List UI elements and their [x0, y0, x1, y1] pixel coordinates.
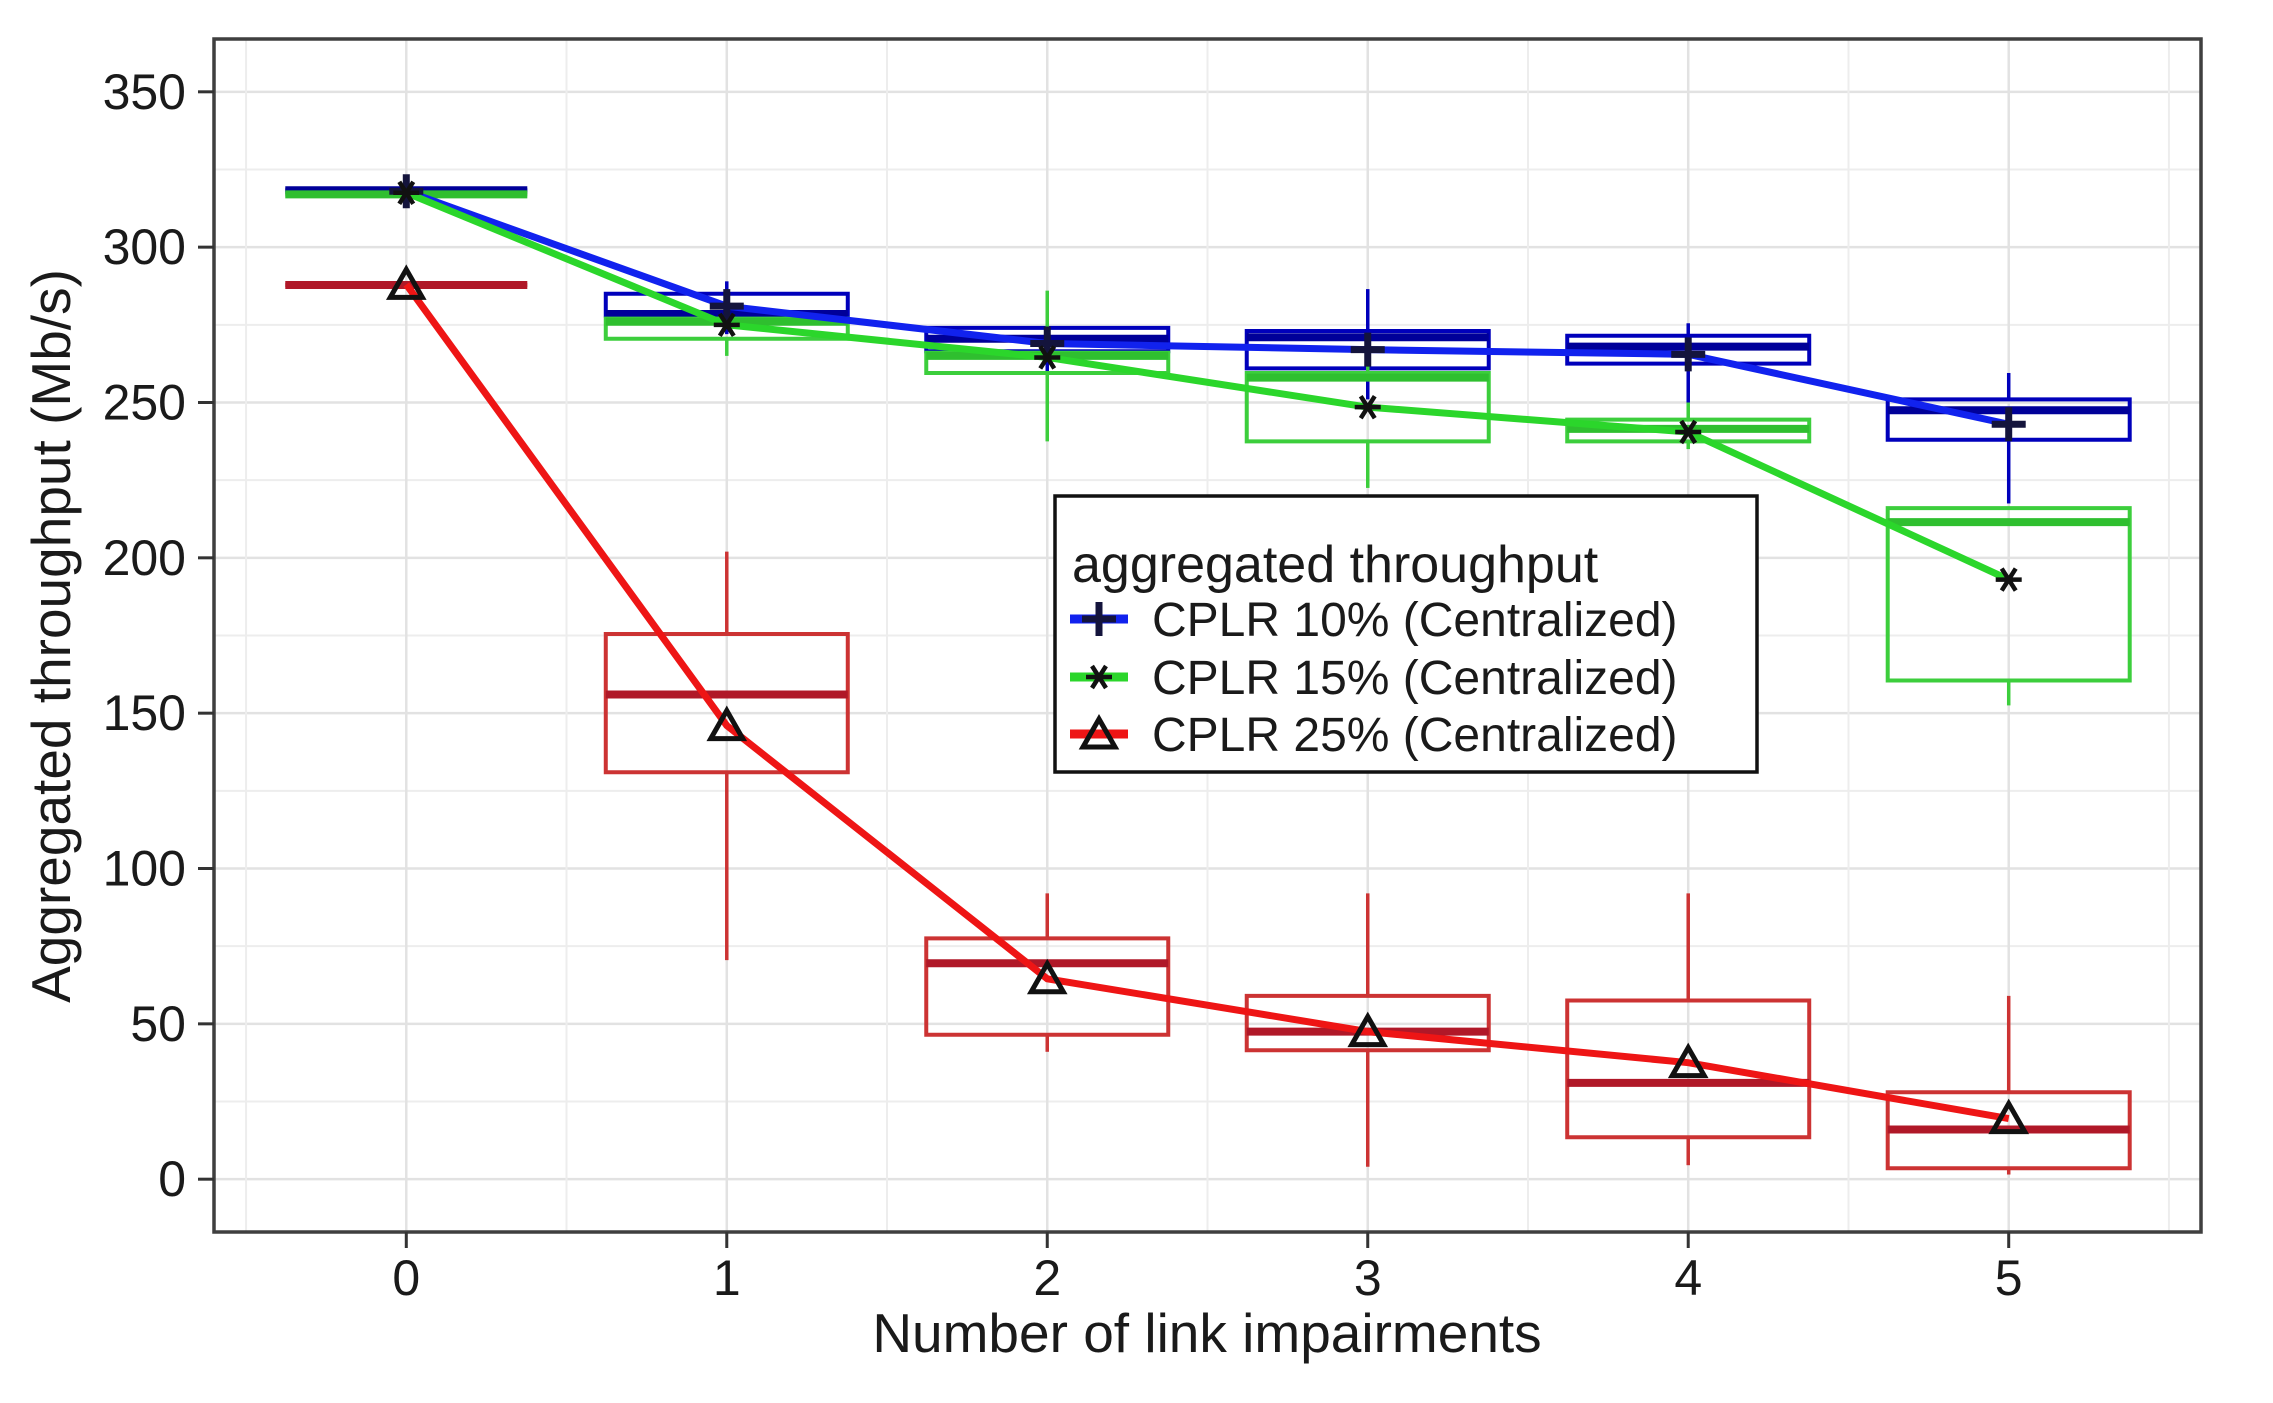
- mean-marker-triangle: [1078, 713, 1120, 750]
- x-tick-label: 3: [1354, 1250, 1382, 1306]
- y-tick-label: 250: [103, 374, 186, 430]
- mean-marker-star: [1675, 419, 1702, 445]
- x-tick-label: 1: [713, 1250, 741, 1306]
- mean-marker-plus: [709, 289, 744, 324]
- box: [1885, 506, 2132, 683]
- y-tick-label: 50: [130, 996, 186, 1052]
- legend-label-cplr25: CPLR 25% (Centralized): [1152, 709, 1678, 762]
- y-tick-label: 150: [103, 685, 186, 741]
- x-tick-label: 4: [1674, 1250, 1702, 1306]
- mean-marker-plus: [1350, 332, 1385, 367]
- box: [1885, 1090, 2132, 1171]
- mean-marker-triangle: [706, 705, 748, 742]
- mean-marker-triangle: [1667, 1042, 1709, 1079]
- legend-frame: [1053, 494, 1759, 774]
- legend-label-cplr15: CPLR 15% (Centralized): [1152, 652, 1678, 705]
- mean-marker-star: [1034, 345, 1061, 370]
- y-axis-title: Aggregated throughput (Mb/s): [20, 269, 82, 1003]
- legend-title: aggregated throughput: [1072, 536, 1599, 594]
- mean-marker-triangle: [385, 264, 427, 300]
- plot-area: [212, 37, 2203, 1234]
- y-tick-label: 0: [158, 1151, 186, 1207]
- x-tick-label: 0: [392, 1250, 420, 1306]
- trend-line: [403, 282, 2010, 1123]
- box: [1244, 370, 1491, 444]
- mean-marker-star: [713, 312, 740, 338]
- trend-line: [405, 187, 2010, 428]
- box: [1565, 998, 1812, 1140]
- legend: aggregated throughput CPLR 10% (Centrali…: [1072, 536, 1678, 762]
- mean-marker-plus: [1671, 337, 1706, 372]
- mean-marker-triangle: [1026, 958, 1068, 995]
- box: [1885, 397, 2132, 442]
- mean-marker-star: [1086, 664, 1112, 690]
- chart-generated-layer: 0 50 100 150 200 250 300 350 0 1 2 3 4 5: [103, 37, 2203, 1306]
- box: [603, 631, 850, 775]
- box: [1565, 417, 1812, 444]
- mean-marker-triangle: [1347, 1011, 1389, 1048]
- y-tick-label: 100: [103, 841, 186, 897]
- x-tick-label: 5: [1995, 1250, 2023, 1306]
- y-tick-label: 350: [103, 64, 186, 120]
- box: [924, 936, 1171, 1037]
- box: [1244, 329, 1491, 371]
- mean-marker-triangle: [1988, 1098, 2030, 1135]
- y-tick-label: 200: [103, 530, 186, 586]
- mean-marker-plus: [1991, 407, 2026, 442]
- box: [1244, 993, 1491, 1053]
- y-tick-label: 300: [103, 219, 186, 275]
- x-axis-title: Number of link impairments: [872, 1302, 1541, 1364]
- trend-line: [404, 189, 2011, 583]
- mean-marker-star: [393, 180, 420, 205]
- mean-marker-star: [1995, 567, 2022, 592]
- x-tick-label: 2: [1033, 1250, 1061, 1306]
- mean-marker-star: [1354, 394, 1381, 420]
- legend-label-cplr10: CPLR 10% (Centralized): [1152, 594, 1678, 647]
- mean-marker-plus: [1082, 602, 1116, 636]
